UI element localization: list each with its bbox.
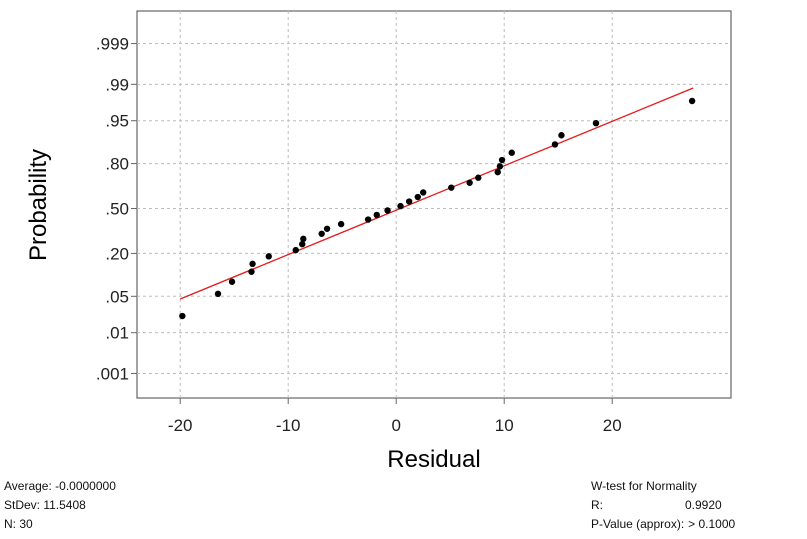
y-tick-label: .80	[105, 155, 129, 174]
y-tick-label: .999	[96, 35, 129, 54]
data-point	[551, 141, 559, 148]
data-point	[397, 202, 404, 210]
y-tick-label: .001	[96, 364, 129, 383]
data-point	[228, 278, 236, 285]
data-point	[508, 149, 515, 156]
x-tick-label: 20	[603, 416, 622, 435]
data-point	[592, 119, 600, 127]
data-point	[179, 312, 186, 320]
y-tick-label: .05	[105, 287, 129, 306]
summary-stats: Average: -0.0000000 StDev: 11.5408 N: 30	[4, 477, 116, 534]
data-point	[420, 189, 427, 196]
x-gridlines	[179, 11, 613, 404]
y-tick-label: .95	[105, 112, 129, 131]
data-point	[300, 235, 307, 243]
data-point	[214, 290, 222, 298]
x-tick-label: 10	[495, 416, 514, 435]
p-value-label: P-Value (approx):	[591, 517, 685, 531]
x-axis-label: Residual	[387, 446, 480, 470]
normality-test: W-test for Normality R: 0.9920 P-Value (…	[591, 477, 801, 534]
data-point	[318, 230, 325, 237]
y-tick-label: .99	[105, 75, 129, 94]
fit-line	[179, 87, 694, 300]
data-point	[475, 174, 482, 181]
data-point	[494, 168, 501, 176]
data-point	[498, 156, 506, 164]
data-point	[466, 179, 473, 186]
y-tick-label: .50	[105, 200, 129, 219]
y-tick-label: .01	[105, 324, 129, 343]
normal-probability-plot: -20 -10 0 10 20 .001 .01 .05 .20 .50 .80 .95 .99 .99…	[25, 10, 732, 470]
data-point	[337, 220, 345, 228]
r-label: R:	[591, 498, 603, 512]
data-point	[265, 253, 272, 260]
y-gridlines	[131, 43, 731, 374]
data-point	[364, 216, 372, 223]
x-tick-label: -20	[168, 416, 193, 435]
x-tick-label: 0	[391, 416, 400, 435]
y-tick-labels: .001 .01 .05 .20 .50 .80 .95 .99 .999	[96, 35, 129, 384]
data-point	[688, 97, 696, 105]
data-point	[323, 225, 331, 232]
data-point	[248, 268, 255, 275]
data-point	[292, 246, 299, 254]
plot-area	[136, 10, 732, 399]
r-value: 0.9920	[685, 498, 722, 512]
data-point	[414, 193, 421, 201]
stdev-text: StDev: 11.5408	[4, 498, 86, 512]
data-point	[373, 211, 380, 219]
normality-test-title: W-test for Normality	[591, 479, 697, 493]
n-text: N: 30	[4, 517, 33, 531]
y-axis-label: Probability	[25, 149, 52, 261]
x-tick-label: -10	[276, 416, 301, 435]
average-text: Average: -0.0000000	[4, 479, 116, 493]
data-point	[496, 163, 504, 170]
data-point	[448, 184, 455, 191]
data-points	[179, 97, 696, 320]
data-point	[299, 240, 306, 248]
p-value: > 0.1000	[688, 517, 736, 531]
data-point	[558, 132, 565, 139]
data-point	[384, 207, 391, 214]
data-point	[249, 260, 256, 268]
x-tick-labels: -20 -10 0 10 20	[168, 416, 622, 435]
data-point	[405, 198, 413, 205]
y-tick-label: .20	[105, 244, 129, 263]
